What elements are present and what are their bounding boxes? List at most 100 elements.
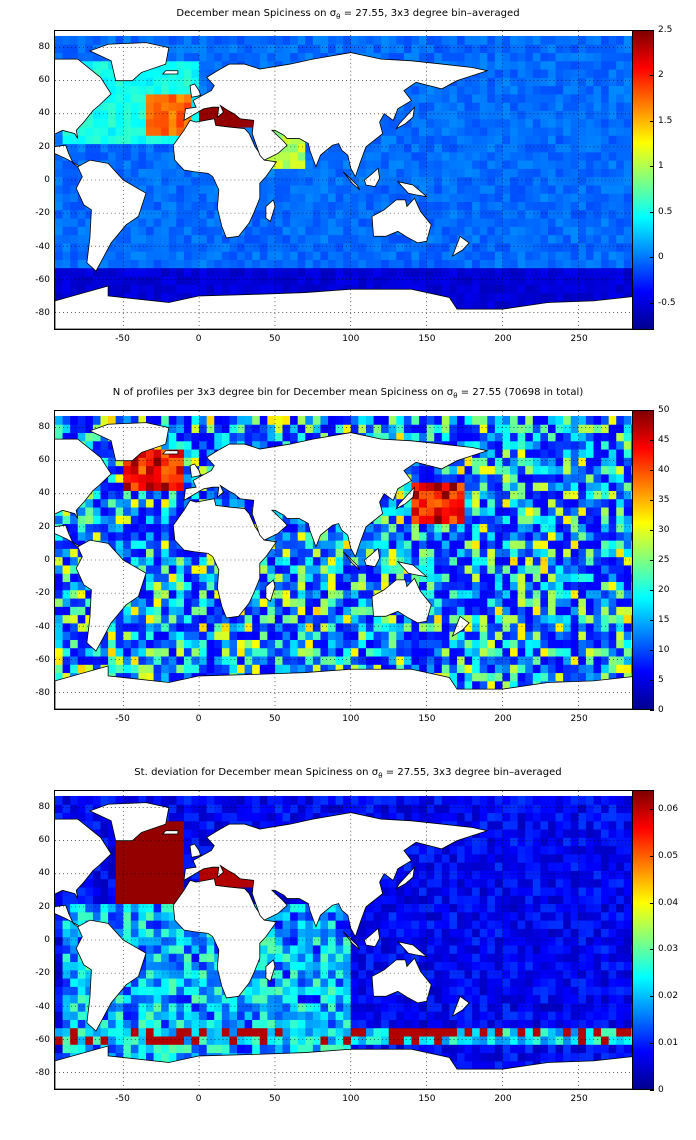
data-cell [214, 440, 223, 450]
data-cell [532, 424, 541, 434]
data-cell [85, 52, 94, 62]
data-cell [578, 523, 587, 533]
data-cell [578, 60, 587, 70]
data-cell [267, 276, 276, 285]
data-cell [441, 656, 450, 665]
data-cell [601, 151, 610, 161]
data-cell [563, 449, 572, 458]
data-cell [540, 556, 549, 566]
data-cell [441, 631, 450, 640]
data-cell [570, 465, 579, 475]
data-cell [153, 556, 162, 566]
data-cell [70, 598, 79, 607]
data-cell [464, 540, 473, 549]
data-cell [502, 127, 511, 136]
data-cell [381, 656, 390, 665]
data-cell [115, 647, 124, 657]
data-cell [350, 622, 359, 632]
data-cell [138, 589, 147, 599]
data-cell [555, 531, 564, 541]
data-cell [335, 598, 344, 607]
data-cell [601, 85, 610, 95]
data-cell [320, 193, 329, 203]
data-cell [221, 490, 230, 500]
data-cell [540, 176, 549, 186]
data-cell [525, 218, 534, 227]
data-cell [297, 193, 306, 203]
data-cell [464, 523, 473, 533]
data-cell [176, 424, 185, 434]
data-cell [578, 573, 587, 583]
data-cell [388, 523, 397, 533]
data-cell [464, 440, 473, 450]
data-cell [525, 515, 534, 525]
data-cell [426, 209, 435, 219]
data-cell [547, 284, 557, 294]
data-cell [502, 606, 511, 616]
data-cell [237, 242, 246, 252]
data-cell [176, 226, 185, 236]
data-cell [578, 639, 587, 649]
data-cell [350, 656, 359, 665]
data-cell [199, 614, 208, 624]
data-cell [502, 556, 511, 566]
data-cell [608, 218, 617, 227]
colorbar-mean-spiciness [632, 30, 654, 330]
data-cell [464, 52, 473, 62]
data-cell [547, 647, 557, 657]
data-cell [237, 44, 246, 54]
data-cell [563, 656, 572, 665]
data-cell [502, 102, 511, 111]
data-cell [92, 118, 102, 128]
data-cell [350, 276, 359, 285]
data-cell [456, 135, 466, 145]
data-cell [585, 118, 594, 128]
data-cell [335, 606, 344, 616]
data-cell [578, 77, 587, 87]
data-cell [570, 184, 579, 194]
data-cell [358, 168, 367, 178]
data-cell [108, 85, 117, 95]
data-cell [570, 110, 579, 120]
data-cell [55, 672, 64, 682]
data-cell [350, 606, 359, 616]
data-cell [191, 631, 200, 640]
data-cell [525, 556, 534, 566]
data-cell [547, 432, 557, 442]
data-cell [123, 540, 132, 549]
data-cell [343, 647, 352, 657]
data-cell [585, 432, 594, 442]
data-cell [305, 424, 314, 434]
data-cell [601, 143, 610, 153]
data-cell [70, 523, 79, 533]
data-cell [214, 432, 223, 442]
data-cell [244, 664, 253, 674]
data-cell [146, 465, 155, 475]
data-cell [472, 482, 481, 491]
data-cell [297, 622, 306, 632]
data-cell [411, 432, 420, 442]
data-cell [578, 432, 587, 442]
data-cell [502, 292, 511, 302]
data-cell [547, 52, 557, 62]
data-cell [426, 540, 435, 549]
data-cell [214, 498, 223, 508]
data-cell [502, 432, 511, 442]
data-cell [365, 201, 375, 211]
data-cell [365, 193, 375, 203]
data-cell [578, 168, 587, 178]
data-cell [123, 110, 132, 120]
data-cell [426, 424, 435, 434]
data-cell [510, 143, 519, 153]
data-cell [62, 664, 71, 674]
data-cell [335, 176, 344, 186]
data-cell [426, 498, 435, 508]
data-cell [146, 259, 155, 269]
data-cell [70, 168, 79, 178]
data-cell [153, 490, 162, 500]
data-cell [396, 284, 405, 294]
data-cell [472, 440, 481, 450]
data-cell [358, 226, 367, 236]
data-cell [601, 523, 610, 533]
data-cell [570, 284, 579, 294]
